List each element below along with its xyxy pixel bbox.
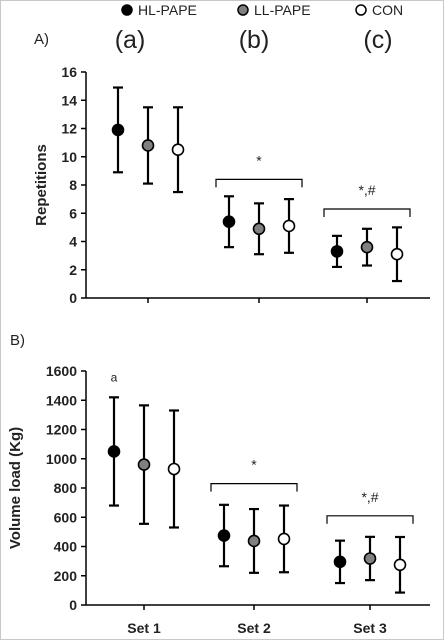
- y-tick-label: 2: [69, 262, 77, 278]
- y-axis-label: Volume load (Kg): [7, 427, 24, 549]
- point-con-set-1: [167, 462, 181, 476]
- y-tick-label: 400: [54, 539, 78, 555]
- significance-label-set-2: *: [251, 457, 257, 473]
- y-tick-label: 4: [69, 234, 77, 250]
- y-tick-label: 1400: [46, 392, 77, 408]
- y-tick-label: 200: [54, 568, 78, 584]
- point-con-set-3: [390, 247, 404, 261]
- panel-a: A) 0 2 4 6 8 10 12 14 16 Repetitions * *,#: [33, 31, 430, 306]
- legend: HL-PAPE LL-PAPE CON: [121, 2, 403, 18]
- y-tick-label: 600: [54, 509, 78, 525]
- panel-label: A): [34, 31, 49, 48]
- legend-label-ll-pape: LL-PAPE: [254, 2, 311, 18]
- x-tick-label-set-1: Set 1: [127, 620, 161, 636]
- column-letters: (a) (b) (c): [115, 26, 393, 54]
- y-tick-label: 10: [61, 149, 77, 165]
- y-tick-label: 8: [69, 177, 77, 193]
- point-hl-pape-set-1: [111, 123, 125, 137]
- significance-bracket-set-3: [323, 208, 411, 218]
- column-letter-a: (a): [115, 26, 146, 54]
- point-hl-pape-set-2: [222, 215, 236, 229]
- significance-label-set-3: *,#: [361, 489, 378, 505]
- point-hl-pape-set-2: [217, 529, 231, 542]
- point-con-set-1: [171, 143, 185, 156]
- y-tick-label: 6: [69, 205, 77, 221]
- point-ll-pape-set-1: [137, 458, 151, 471]
- legend-label-hl-pape: HL-PAPE: [138, 2, 197, 18]
- panel-label: B): [10, 332, 25, 349]
- point-ll-pape-set-3: [360, 240, 374, 254]
- annotation-a: a: [111, 370, 118, 384]
- significance-bracket-set-2: [210, 483, 298, 492]
- y-tick-label: 1200: [46, 422, 77, 438]
- y-tick-label: 14: [61, 92, 77, 108]
- point-ll-pape-set-2: [247, 534, 261, 548]
- column-letter-b: (b): [239, 26, 270, 54]
- y-tick-label: 1600: [46, 363, 77, 379]
- y-tick-label: 16: [61, 64, 77, 80]
- y-tick-label: 1000: [46, 451, 77, 467]
- significance-label-set-3: *,#: [358, 182, 375, 198]
- significance-label-set-2: *: [256, 152, 262, 168]
- point-hl-pape-set-3: [330, 245, 344, 258]
- legend-marker-con: [355, 4, 367, 16]
- x-tick-label-set-2: Set 2: [237, 620, 271, 636]
- y-tick-label: 12: [61, 121, 77, 137]
- y-tick-label: 0: [69, 597, 77, 613]
- point-ll-pape-set-1: [141, 139, 155, 152]
- point-ll-pape-set-2: [252, 222, 266, 236]
- point-hl-pape-set-3: [333, 555, 347, 569]
- column-letter-c: (c): [363, 26, 392, 54]
- point-ll-pape-set-3: [363, 552, 377, 565]
- y-tick-label: 0: [69, 290, 77, 306]
- panel-b: B) 0 200 400 600 800 1000 1200 1400 1600 Volume lo…: [7, 332, 430, 636]
- point-con-set-2: [277, 532, 291, 546]
- y-axis-label: Repetitions: [33, 144, 50, 226]
- significance-bracket-set-3: [326, 515, 414, 524]
- x-tick-label-set-3: Set 3: [353, 620, 387, 636]
- point-con-set-2: [282, 219, 296, 233]
- point-con-set-3: [393, 558, 407, 572]
- legend-marker-ll-pape: [237, 4, 249, 16]
- significance-bracket-set-2: [215, 178, 303, 188]
- y-tick-label: 800: [54, 480, 78, 496]
- legend-label-con: CON: [372, 2, 403, 18]
- legend-marker-hl-pape: [121, 4, 133, 16]
- point-hl-pape-set-1: [107, 445, 121, 458]
